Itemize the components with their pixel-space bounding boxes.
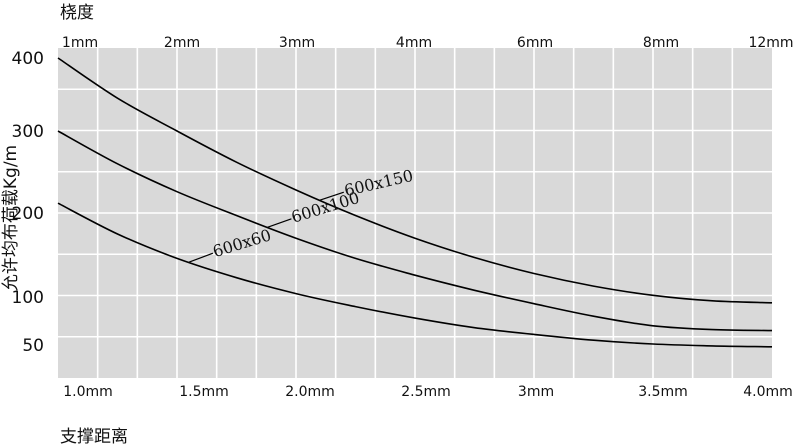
x-tick-label: 3.5mm <box>638 384 688 400</box>
top-tick-label: 2mm <box>164 35 200 51</box>
x-tick-label: 3mm <box>518 384 554 400</box>
y-tick-label: 300 <box>12 122 44 142</box>
top-tick-label: 4mm <box>396 35 432 51</box>
top-tick-labels: 1mm 2mm 3mm 4mm 6mm 8mm 12mm <box>62 35 794 51</box>
x-axis-label: 支撑距离 <box>60 427 128 447</box>
x-tick-label: 2.0mm <box>285 384 335 400</box>
x-tick-label: 4.0mm <box>743 384 793 400</box>
top-tick-label: 12mm <box>748 35 793 51</box>
y-tick-label: 400 <box>12 49 44 69</box>
top-tick-label: 8mm <box>643 35 679 51</box>
x-tick-label: 2.5mm <box>401 384 451 400</box>
y-tick-label: 200 <box>12 204 44 224</box>
y-tick-label: 50 <box>22 336 44 356</box>
series-line-600x60 <box>57 202 773 348</box>
series-line-600x150 <box>57 57 773 304</box>
top-axis-label: 桡度 <box>60 3 94 23</box>
series-line-600x100 <box>57 130 773 332</box>
x-tick-labels: 1.0mm 1.5mm 2.0mm 2.5mm 3mm 3.5mm 4.0mm <box>63 384 793 400</box>
top-tick-label: 6mm <box>517 35 553 51</box>
series-leader-600x60 <box>188 252 214 263</box>
x-tick-label: 1.5mm <box>179 384 229 400</box>
y-tick-labels: 400 300 200 100 50 <box>12 49 44 356</box>
top-tick-label: 1mm <box>62 35 98 51</box>
grid <box>58 48 772 378</box>
series-leader-600x100 <box>267 218 292 228</box>
curves <box>57 57 773 348</box>
x-tick-label: 1.0mm <box>63 384 113 400</box>
series-leader-600x150 <box>319 191 344 201</box>
y-axis-label: 允许均布荷载Kg/m <box>1 145 21 291</box>
top-tick-label: 3mm <box>279 35 315 51</box>
y-tick-label: 100 <box>12 288 44 308</box>
